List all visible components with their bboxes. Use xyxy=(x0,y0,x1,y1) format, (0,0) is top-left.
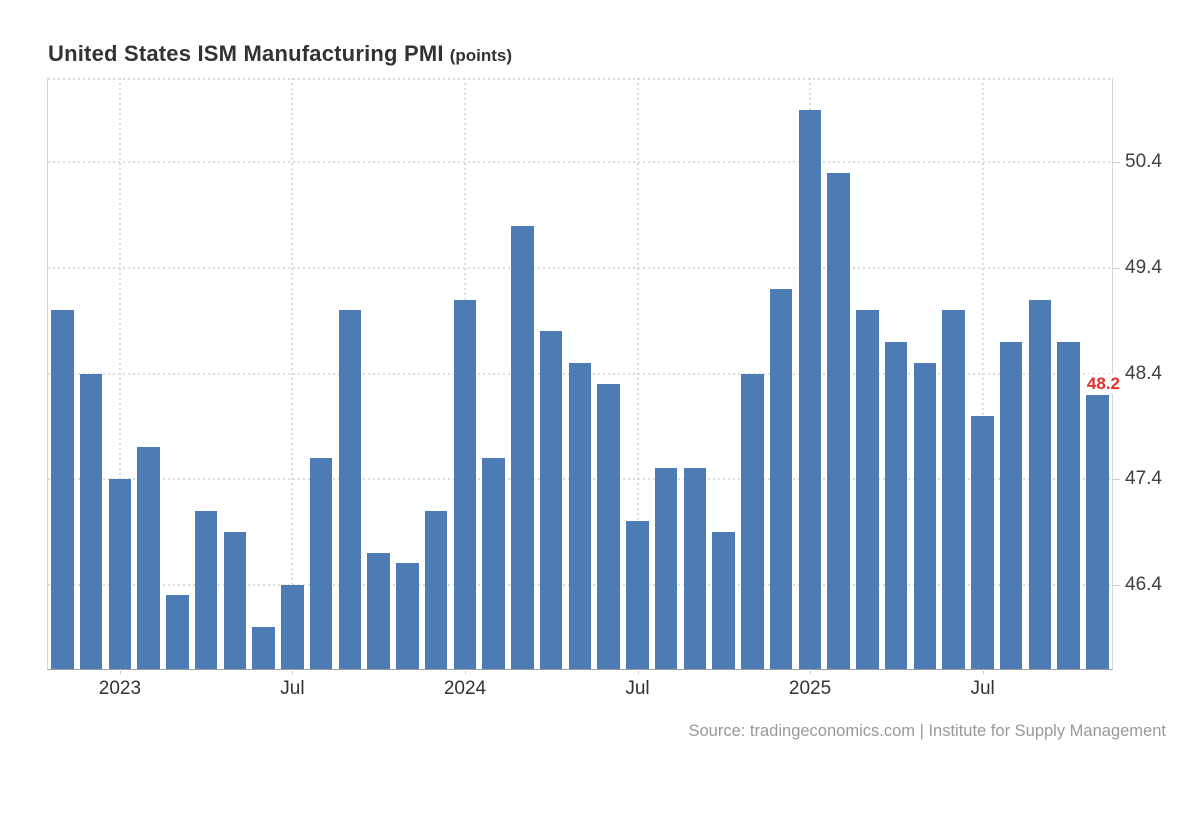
chart-title: United States ISM Manufacturing PMI (poin… xyxy=(48,41,512,67)
bar-jul-2025 xyxy=(971,415,994,669)
bar-mar-2024 xyxy=(511,225,534,669)
bar-sep-2023 xyxy=(338,310,362,669)
v-gridline-Jul xyxy=(636,78,639,669)
y-axis-label: 46.4 xyxy=(1125,573,1162,595)
bar-dec-2022 xyxy=(79,373,103,669)
latest-value-label: 48.2 xyxy=(1084,373,1122,394)
h-gridline-50.4 xyxy=(48,161,1112,164)
bar-dec-2023 xyxy=(424,510,448,669)
bar-jan-2023 xyxy=(108,479,132,669)
bar-aug-2025 xyxy=(999,341,1023,669)
bar-dec-2024 xyxy=(769,289,793,669)
y-axis-tick xyxy=(1112,584,1120,586)
x-axis-label: Jul xyxy=(970,678,995,699)
bar-nov-2025 xyxy=(1086,394,1109,669)
bar-apr-2025 xyxy=(884,341,908,669)
x-axis-tick xyxy=(292,669,294,674)
bar-oct-2025 xyxy=(1057,341,1080,669)
v-gridline-2023 xyxy=(118,78,121,669)
y-axis-tick xyxy=(1112,267,1120,269)
plot-top-border xyxy=(48,78,1112,80)
v-gridline-Jul xyxy=(291,78,294,669)
bar-mar-2023 xyxy=(166,595,189,669)
bar-nov-2024 xyxy=(741,373,764,669)
bar-apr-2023 xyxy=(194,510,218,669)
bar-may-2025 xyxy=(913,362,937,669)
bar-sep-2025 xyxy=(1028,299,1052,669)
chart-title-main: United States ISM Manufacturing PMI xyxy=(48,41,444,66)
bar-jul-2023 xyxy=(281,584,304,669)
h-gridline-49.4 xyxy=(48,266,1112,269)
x-axis-label: 2023 xyxy=(98,678,142,699)
y-axis-label: 48.4 xyxy=(1125,362,1162,384)
x-axis-label: 2025 xyxy=(788,678,832,699)
bar-apr-2024 xyxy=(539,331,563,669)
x-axis-tick xyxy=(637,669,639,674)
bar-feb-2025 xyxy=(827,172,850,669)
x-axis-tick xyxy=(982,669,984,674)
v-gridline-Jul xyxy=(981,78,984,669)
y-axis-tick xyxy=(1112,162,1120,164)
x-axis-tick xyxy=(810,669,812,674)
bar-jun-2025 xyxy=(942,310,965,669)
x-axis-tick xyxy=(119,669,121,674)
x-axis-tick xyxy=(464,669,466,674)
bar-feb-2023 xyxy=(137,447,160,669)
y-axis-label: 50.4 xyxy=(1125,151,1162,173)
bar-jan-2025 xyxy=(798,109,822,669)
source-note: Source: tradingeconomics.com | Institute… xyxy=(688,722,1166,740)
bar-jun-2023 xyxy=(252,626,275,669)
y-axis-tick xyxy=(1112,479,1120,481)
bar-series xyxy=(48,78,1112,669)
bar-jun-2024 xyxy=(597,384,620,669)
plot-area: 50.4 49.4 48.4 47.4 46.4 2023 Jul 2024 Jul 2025 Ju… xyxy=(47,78,1162,699)
bar-sep-2024 xyxy=(683,468,707,669)
x-axis-label: Jul xyxy=(625,678,650,699)
bar-jul-2024 xyxy=(626,521,649,669)
x-axis-label: 2024 xyxy=(443,678,487,699)
bar-may-2023 xyxy=(223,531,247,669)
bar-nov-2023 xyxy=(396,563,419,669)
bar-oct-2024 xyxy=(712,531,735,669)
bar-aug-2024 xyxy=(654,468,678,669)
x-axis-label: Jul xyxy=(280,678,305,699)
bar-may-2024 xyxy=(568,362,592,669)
chart-title-units: (points) xyxy=(449,46,513,65)
bar-nov-2022 xyxy=(51,310,74,669)
bar-jan-2024 xyxy=(453,299,477,669)
bar-feb-2024 xyxy=(482,457,505,669)
y-axis-label: 49.4 xyxy=(1125,256,1162,278)
bar-aug-2023 xyxy=(309,457,333,669)
bar-oct-2023 xyxy=(367,552,390,669)
y-axis-label: 47.4 xyxy=(1125,468,1162,490)
bar-mar-2025 xyxy=(856,310,879,669)
